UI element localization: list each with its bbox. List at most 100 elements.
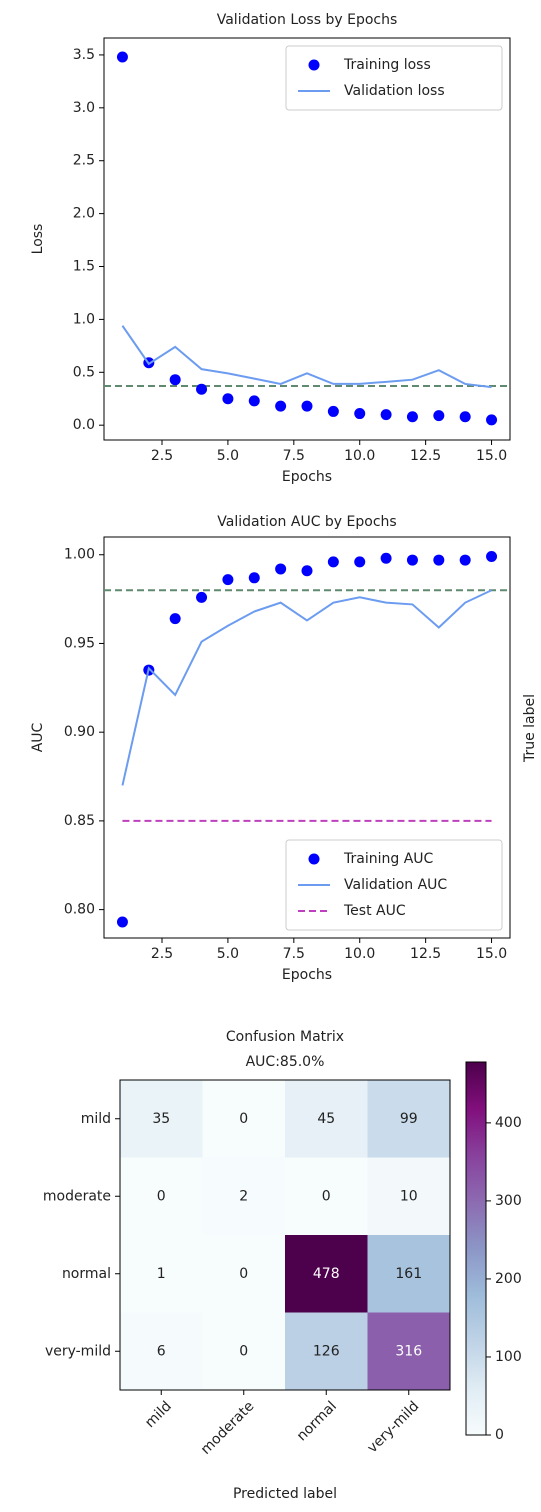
heatmap-cell xyxy=(285,1080,368,1158)
x-tick-label: 2.5 xyxy=(151,946,173,962)
heatmap-cell xyxy=(120,1080,203,1158)
legend-label: Validation loss xyxy=(344,83,445,99)
colorbar xyxy=(465,1061,487,1436)
data-point xyxy=(433,554,445,566)
cell-label: 478 xyxy=(313,1266,340,1282)
y-axis-label: True label xyxy=(522,694,538,763)
data-point xyxy=(275,400,287,412)
legend-label: Validation AUC xyxy=(344,877,447,893)
cell-label: 2 xyxy=(239,1188,248,1204)
cell-label: 0 xyxy=(239,1266,248,1282)
data-line xyxy=(121,589,492,786)
plot-frame xyxy=(119,1079,451,1391)
legend-label: Training AUC xyxy=(343,851,434,867)
y-axis-label: AUC xyxy=(30,722,46,752)
heatmap-cell xyxy=(202,1312,286,1391)
legend-box xyxy=(285,839,503,931)
cell-label: 45 xyxy=(317,1111,335,1127)
data-point xyxy=(354,408,366,420)
y-tick-label: 0.0 xyxy=(73,417,95,433)
y-tick-label: mild xyxy=(81,1111,111,1127)
x-tick-label: 2.5 xyxy=(151,448,173,464)
data-point xyxy=(354,556,366,568)
x-tick-label: 15.0 xyxy=(476,448,507,464)
cell-label: 0 xyxy=(239,1343,248,1359)
y-tick-label: 0.95 xyxy=(64,635,95,651)
data-point xyxy=(406,554,418,566)
x-tick-label: 12.5 xyxy=(410,448,441,464)
heatmap-cell xyxy=(120,1235,203,1313)
x-tick-label: 5.0 xyxy=(217,448,239,464)
data-point xyxy=(459,554,471,566)
data-point xyxy=(433,410,445,422)
colorbar-tick-label: 0 xyxy=(495,1427,504,1443)
cell-label: 35 xyxy=(152,1111,170,1127)
colorbar-tick-label: 100 xyxy=(495,1349,522,1365)
y-tick-label: 0.80 xyxy=(64,902,95,918)
y-tick-label: moderate xyxy=(43,1188,111,1204)
colorbar-tick-label: 400 xyxy=(495,1115,522,1131)
heatmap-cell xyxy=(120,1157,203,1236)
cell-label: 0 xyxy=(157,1188,166,1204)
data-point xyxy=(301,400,313,412)
x-tick-label: 7.5 xyxy=(283,448,305,464)
x-axis-label: Epochs xyxy=(282,967,332,983)
heatmap-cell xyxy=(202,1080,286,1158)
x-tick-label: 15.0 xyxy=(476,946,507,962)
x-tick-label: 10.0 xyxy=(344,448,375,464)
cell-label: 126 xyxy=(313,1343,340,1359)
chart-title: Validation AUC by Epochs xyxy=(217,514,396,530)
heatmap-cell xyxy=(120,1312,203,1391)
y-tick-label: 2.5 xyxy=(73,153,95,169)
y-tick-label: 3.5 xyxy=(73,47,95,63)
cell-label: 6 xyxy=(157,1343,166,1359)
y-tick-label: 1.0 xyxy=(73,311,95,327)
cell-label: 99 xyxy=(400,1111,418,1127)
x-tick-label: mild xyxy=(142,1398,175,1431)
y-tick-label: 1.00 xyxy=(64,547,95,563)
cell-label: 161 xyxy=(395,1266,422,1282)
cell-label: 10 xyxy=(400,1188,418,1204)
data-point xyxy=(406,411,418,423)
y-tick-label: 0.5 xyxy=(73,364,95,380)
heatmap-cell xyxy=(367,1080,451,1158)
y-axis-label: Loss xyxy=(30,224,46,255)
heatmap-cell xyxy=(367,1235,451,1313)
data-point xyxy=(222,393,234,405)
cell-label: 0 xyxy=(239,1111,248,1127)
x-tick-label: normal xyxy=(294,1398,340,1444)
data-point xyxy=(116,51,128,63)
data-point xyxy=(169,613,181,625)
y-tick-label: 0.85 xyxy=(64,813,95,829)
x-tick-label: 12.5 xyxy=(410,946,441,962)
heatmap-cell xyxy=(202,1157,286,1236)
cell-label: 0 xyxy=(322,1188,331,1204)
y-tick-label: 2.0 xyxy=(73,206,95,222)
plot-frame xyxy=(103,536,511,939)
y-tick-label: very-mild xyxy=(45,1343,111,1359)
chart-title: Validation Loss by Epochs xyxy=(217,12,398,28)
data-point xyxy=(116,916,128,928)
y-tick-label: 1.5 xyxy=(73,259,95,275)
heatmap-cell xyxy=(367,1312,451,1391)
cell-label: 316 xyxy=(395,1343,422,1359)
legend-label: Test AUC xyxy=(343,903,406,919)
data-point xyxy=(196,591,208,603)
data-point xyxy=(486,414,498,426)
x-axis-label: Predicted label xyxy=(233,1486,337,1502)
data-point xyxy=(196,383,208,395)
legend-marker xyxy=(308,59,320,71)
data-point xyxy=(169,374,181,386)
colorbar-tick-label: 300 xyxy=(495,1193,522,1209)
plot-frame xyxy=(103,37,511,441)
data-point xyxy=(327,405,339,417)
y-tick-label: 0.90 xyxy=(64,724,95,740)
x-tick-label: 7.5 xyxy=(283,946,305,962)
chart-subtitle: AUC:85.0% xyxy=(246,1054,325,1070)
x-tick-label: 10.0 xyxy=(344,946,375,962)
legend-label: Training loss xyxy=(343,57,431,73)
chart-title: Confusion Matrix xyxy=(226,1029,344,1045)
data-point xyxy=(486,551,498,563)
heatmap-cell xyxy=(367,1157,451,1236)
